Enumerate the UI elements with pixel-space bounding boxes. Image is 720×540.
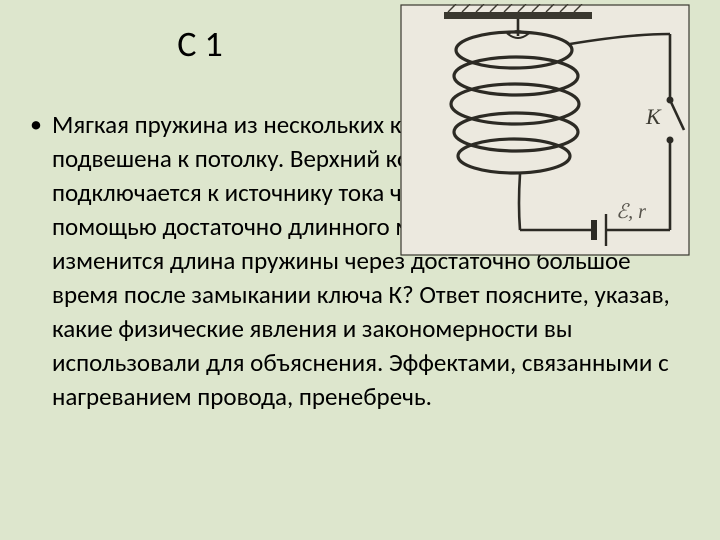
circuit-svg: K ℰ, r (400, 4, 690, 256)
label-source: ℰ, r (616, 201, 646, 223)
bullet-marker: • (30, 108, 52, 142)
label-switch: K (645, 104, 662, 129)
slide-title: С 1 (0, 22, 400, 66)
wire-up-to-spring (519, 174, 520, 230)
ceiling-bar (444, 12, 592, 19)
circuit-figure: K ℰ, r (400, 4, 690, 256)
